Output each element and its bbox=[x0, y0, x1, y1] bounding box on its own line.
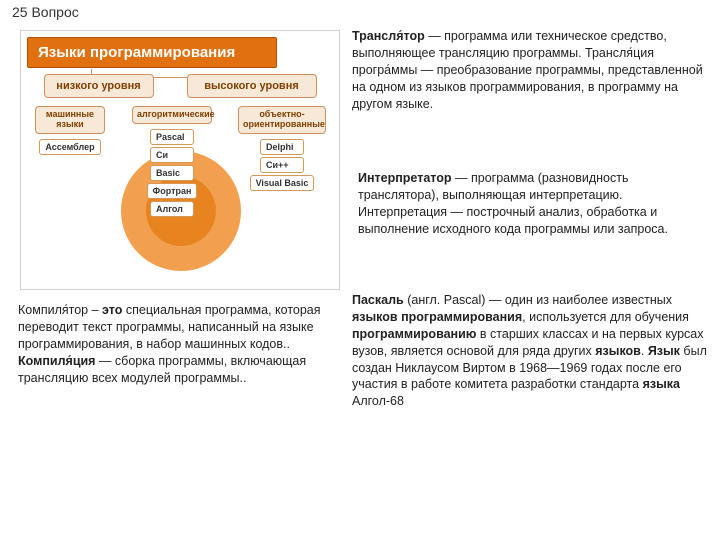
branch-low: машинные языки Ассемблер bbox=[25, 106, 115, 218]
branch-oop: объектно-ориентированные Delphi Си++ Vis… bbox=[229, 106, 335, 218]
cat-machine: машинные языки bbox=[35, 106, 105, 134]
term-language2: языка bbox=[643, 377, 680, 391]
text-compiler-pre: Компиля́тор – bbox=[18, 303, 102, 317]
t-p4: . bbox=[641, 344, 648, 358]
level-row: низкого уровня высокого уровня bbox=[21, 74, 339, 98]
term-compilation: Компиля́ция bbox=[18, 354, 95, 368]
para-compiler: Компиля́тор – это специальная программа,… bbox=[18, 302, 338, 386]
leaf-c: Си bbox=[150, 147, 194, 163]
leaf-algol: Алгол bbox=[150, 201, 194, 217]
term-programming: программированию bbox=[352, 327, 476, 341]
term-translator: Трансля́тор bbox=[352, 29, 425, 43]
leaf-fortran: Фортран bbox=[147, 183, 198, 199]
language-diagram: Языки программирования низкого уровня вы… bbox=[20, 30, 340, 290]
term-pascal: Паскаль bbox=[352, 293, 404, 307]
term-languages: языков bbox=[595, 344, 641, 358]
slide-title: 25 Вопрос bbox=[12, 4, 79, 20]
diagram-title: Языки программирования bbox=[27, 37, 277, 68]
leaf-assembler: Ассемблер bbox=[39, 139, 100, 155]
t-p1: (англ. Pascal) — один из наиболее извест… bbox=[404, 293, 672, 307]
t-p6: Алгол-68 bbox=[352, 394, 404, 408]
term-proglang: языков программирования bbox=[352, 310, 522, 324]
para-interpreter: Интерпретатор — программа (разновидность… bbox=[358, 170, 708, 238]
cat-algorithmic: алгоритмические bbox=[132, 106, 212, 124]
term-compiler-eto: это bbox=[102, 303, 122, 317]
level-high: высокого уровня bbox=[187, 74, 317, 98]
leaf-pascal: Pascal bbox=[150, 129, 194, 145]
leaf-basic: Basic bbox=[150, 165, 194, 181]
term-language: Язык bbox=[648, 344, 680, 358]
branch-row: машинные языки Ассемблер алгоритмические… bbox=[21, 106, 339, 218]
leaf-vb: Visual Basic bbox=[250, 175, 315, 191]
leaf-delphi: Delphi bbox=[260, 139, 304, 155]
term-interpreter: Интерпретатор bbox=[358, 171, 452, 185]
branch-algo: алгоритмические Pascal Си Basic Фортран … bbox=[119, 106, 225, 218]
para-translator: Трансля́торТрансля́тор — программа или т… bbox=[352, 28, 707, 112]
para-pascal: Паскаль (англ. Pascal) — один из наиболе… bbox=[352, 292, 710, 410]
leaf-cpp: Си++ bbox=[260, 157, 304, 173]
level-low: низкого уровня bbox=[44, 74, 154, 98]
t-p2: , используется для обучения bbox=[522, 310, 689, 324]
cat-oop: объектно-ориентированные bbox=[238, 106, 326, 134]
